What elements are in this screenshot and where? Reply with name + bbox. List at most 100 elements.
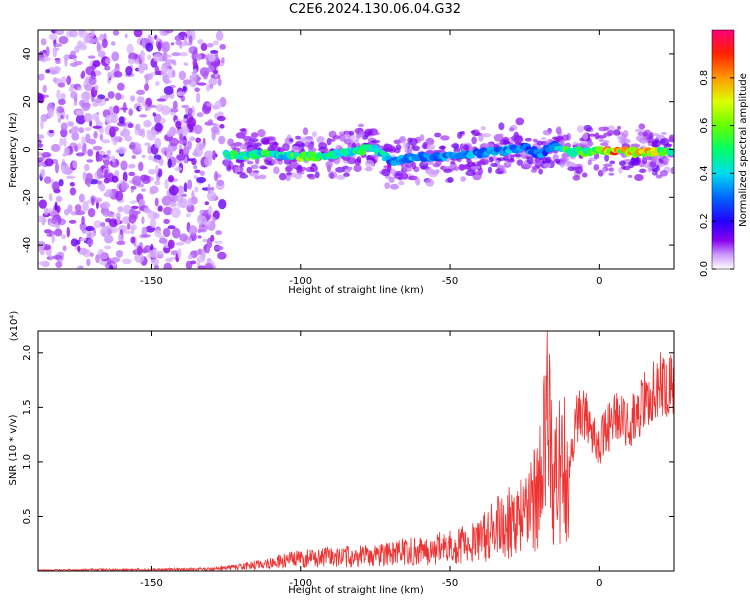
- band-halo: [309, 164, 318, 173]
- noise-blob: [111, 155, 116, 163]
- noise-blob: [182, 86, 187, 92]
- noise-blob: [44, 158, 54, 167]
- noise-blob: [62, 152, 67, 157]
- noise-blob: [80, 237, 87, 242]
- noise-blob: [70, 126, 78, 133]
- noise-blob: [78, 30, 88, 38]
- noise-blob: [189, 82, 197, 88]
- noise-blob: [38, 261, 48, 266]
- noise-blob: [158, 237, 168, 244]
- noise-blob: [107, 228, 112, 236]
- noise-blob: [150, 218, 157, 229]
- band-halo: [655, 174, 663, 179]
- noise-blob: [195, 137, 202, 144]
- noise-blob: [177, 248, 182, 259]
- noise-blob: [192, 58, 198, 67]
- noise-blob: [192, 152, 198, 156]
- noise-blob: [141, 216, 145, 225]
- noise-blob: [191, 105, 196, 117]
- noise-blob: [50, 143, 61, 152]
- noise-blob: [174, 35, 183, 42]
- noise-blob: [215, 30, 224, 41]
- noise-blob: [77, 245, 81, 252]
- band-halo: [628, 161, 635, 169]
- band-halo: [496, 157, 506, 162]
- noise-blob: [164, 178, 169, 190]
- colorbar: 0.0 0.2 0.4 0.6 0.8 Normalized spectral ampl…: [699, 29, 749, 277]
- band-halo: [659, 137, 670, 146]
- noise-blob: [147, 168, 157, 175]
- band-halo: [634, 173, 644, 181]
- noise-blob: [215, 230, 223, 236]
- noise-blob: [133, 30, 143, 38]
- noise-blob: [73, 100, 78, 107]
- noise-blob: [60, 92, 66, 100]
- band-halo: [541, 136, 547, 141]
- band-halo: [515, 117, 525, 126]
- band-halo: [560, 139, 565, 145]
- noise-blob: [113, 30, 120, 36]
- noise-blob: [70, 238, 78, 247]
- noise-blob: [214, 245, 224, 251]
- noise-blob: [130, 208, 134, 215]
- noise-blob: [74, 45, 80, 53]
- noise-blob: [104, 234, 114, 244]
- noise-blob: [183, 114, 189, 119]
- noise-blob: [104, 65, 111, 71]
- noise-blob: [137, 143, 142, 153]
- noise-blob: [204, 201, 210, 206]
- noise-blob: [154, 65, 160, 76]
- noise-blob: [61, 75, 67, 85]
- noise-blob: [90, 231, 95, 239]
- noise-blob: [139, 50, 145, 61]
- band-halo: [257, 129, 266, 137]
- band-halo: [597, 135, 607, 139]
- band-halo: [643, 129, 652, 137]
- noise-blob: [162, 227, 171, 238]
- band-halo: [627, 174, 633, 179]
- noise-blob: [130, 226, 135, 235]
- noise-blob: [84, 127, 92, 132]
- noise-blob: [106, 257, 112, 266]
- noise-blob: [75, 152, 85, 157]
- noise-blob: [71, 131, 80, 141]
- noise-blob: [115, 190, 124, 202]
- band-halo: [603, 126, 610, 131]
- noise-blob: [160, 64, 169, 74]
- noise-blob: [197, 235, 202, 239]
- colorbar-label: Normalized spectral amplitude: [738, 73, 749, 227]
- noise-blob: [122, 171, 128, 183]
- noise-blob: [175, 241, 185, 246]
- band-halo: [347, 166, 353, 171]
- band-halo: [311, 163, 317, 167]
- noise-blob: [51, 233, 55, 244]
- noise-blob: [155, 164, 159, 174]
- band-halo: [291, 145, 300, 150]
- noise-blob: [38, 143, 44, 148]
- noise-blob: [38, 240, 45, 252]
- noise-blob: [115, 92, 122, 101]
- noise-blob: [41, 151, 52, 158]
- noise-blob: [81, 215, 85, 225]
- noise-blob: [162, 51, 168, 62]
- noise-blob: [154, 229, 162, 238]
- noise-blob: [92, 145, 103, 151]
- noise-blob: [177, 139, 188, 145]
- noise-blob: [163, 206, 173, 216]
- band-halo: [618, 167, 623, 174]
- noise-blob: [210, 234, 215, 242]
- band-halo: [582, 132, 589, 140]
- noise-blob: [178, 70, 187, 81]
- noise-blob: [120, 94, 125, 100]
- noise-blob: [47, 108, 55, 118]
- noise-blob: [153, 113, 162, 124]
- band-halo: [239, 173, 249, 179]
- noise-blob: [161, 41, 171, 53]
- noise-blob: [100, 222, 106, 227]
- noise-blob: [204, 150, 213, 158]
- noise-blob: [116, 217, 121, 225]
- noise-blob: [66, 226, 70, 238]
- noise-blob: [135, 123, 141, 131]
- noise-blob: [127, 58, 136, 65]
- noise-blob: [38, 73, 45, 81]
